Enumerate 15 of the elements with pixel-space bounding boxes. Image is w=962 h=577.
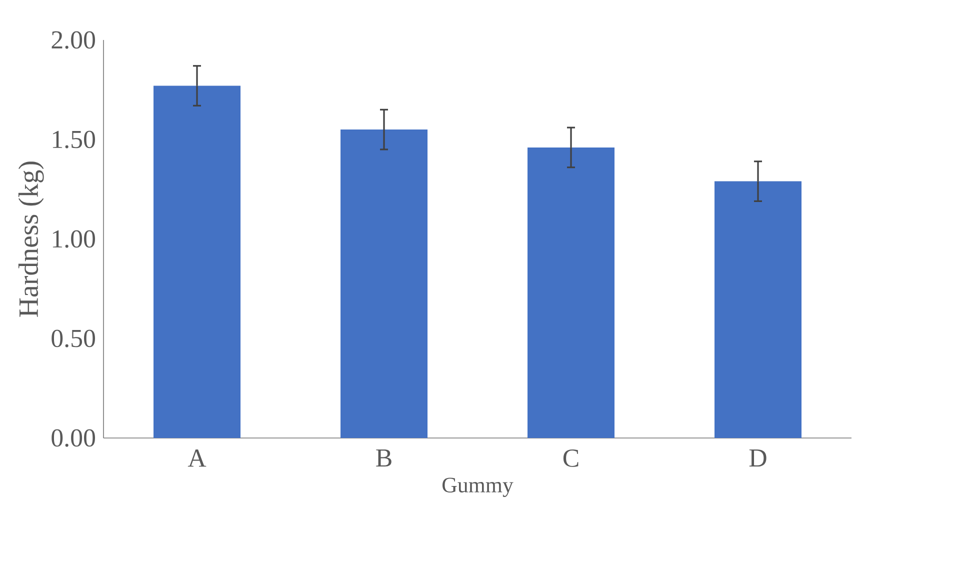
y-tick-label: 2.00	[52, 31, 96, 49]
x-tick-label: D	[749, 450, 766, 467]
x-axis-title: Gummy	[442, 478, 514, 498]
bar	[340, 130, 428, 438]
x-tick-label: B	[376, 450, 392, 467]
y-tick-label: 1.00	[52, 230, 96, 248]
y-tick-label: 1.50	[52, 130, 96, 148]
x-tick-label: A	[188, 450, 206, 467]
bar	[714, 181, 802, 438]
bar	[154, 86, 241, 438]
y-tick-label: 0.50	[52, 330, 96, 348]
x-tick-label: C	[563, 450, 578, 467]
y-tick-label: 0.00	[52, 429, 96, 447]
y-axis-title: Hardness (kg)	[18, 162, 44, 317]
bar	[528, 147, 615, 438]
